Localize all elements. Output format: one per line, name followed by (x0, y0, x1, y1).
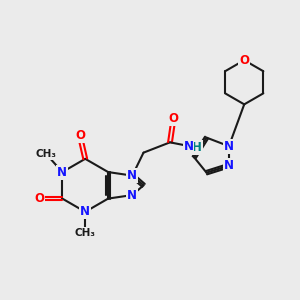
Text: N: N (184, 140, 194, 153)
Text: CH₃: CH₃ (36, 149, 57, 159)
Text: O: O (169, 112, 178, 125)
Text: CH₃: CH₃ (75, 228, 96, 238)
Text: O: O (239, 54, 249, 67)
Text: O: O (75, 129, 85, 142)
Text: H: H (192, 141, 202, 154)
Text: N: N (224, 140, 234, 153)
Text: N: N (127, 188, 137, 202)
Text: N: N (224, 159, 234, 172)
Text: N: N (57, 166, 67, 178)
Text: N: N (127, 169, 137, 182)
Text: O: O (34, 192, 44, 205)
Text: N: N (80, 205, 90, 218)
